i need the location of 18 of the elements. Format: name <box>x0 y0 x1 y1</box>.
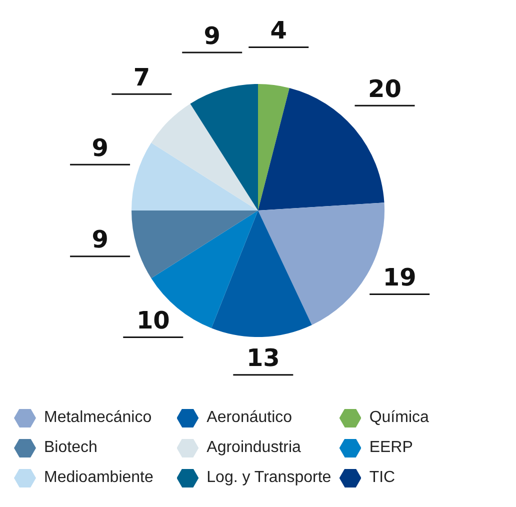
legend-label: TIC <box>369 469 396 487</box>
data-label: 9 <box>204 22 220 50</box>
legend-label: Agroindustria <box>206 439 301 457</box>
data-label: 10 <box>136 306 170 334</box>
legend-label: Química <box>369 409 429 427</box>
data-label: 9 <box>92 134 108 162</box>
data-label: 20 <box>368 74 402 103</box>
data-label: 9 <box>92 226 108 254</box>
legend-label: EERP <box>369 439 413 457</box>
legend-label: Biotech <box>44 439 98 457</box>
legend-label: Aeronáutico <box>206 409 292 427</box>
data-label: 4 <box>270 16 287 45</box>
legend-label: Metalmecánico <box>44 409 152 427</box>
legend-label: Log. y Transporte <box>206 469 332 487</box>
legend-label: Medioambiente <box>44 469 154 487</box>
data-label: 13 <box>246 344 280 372</box>
data-label: 7 <box>133 63 150 92</box>
data-label: 19 <box>382 263 416 292</box>
